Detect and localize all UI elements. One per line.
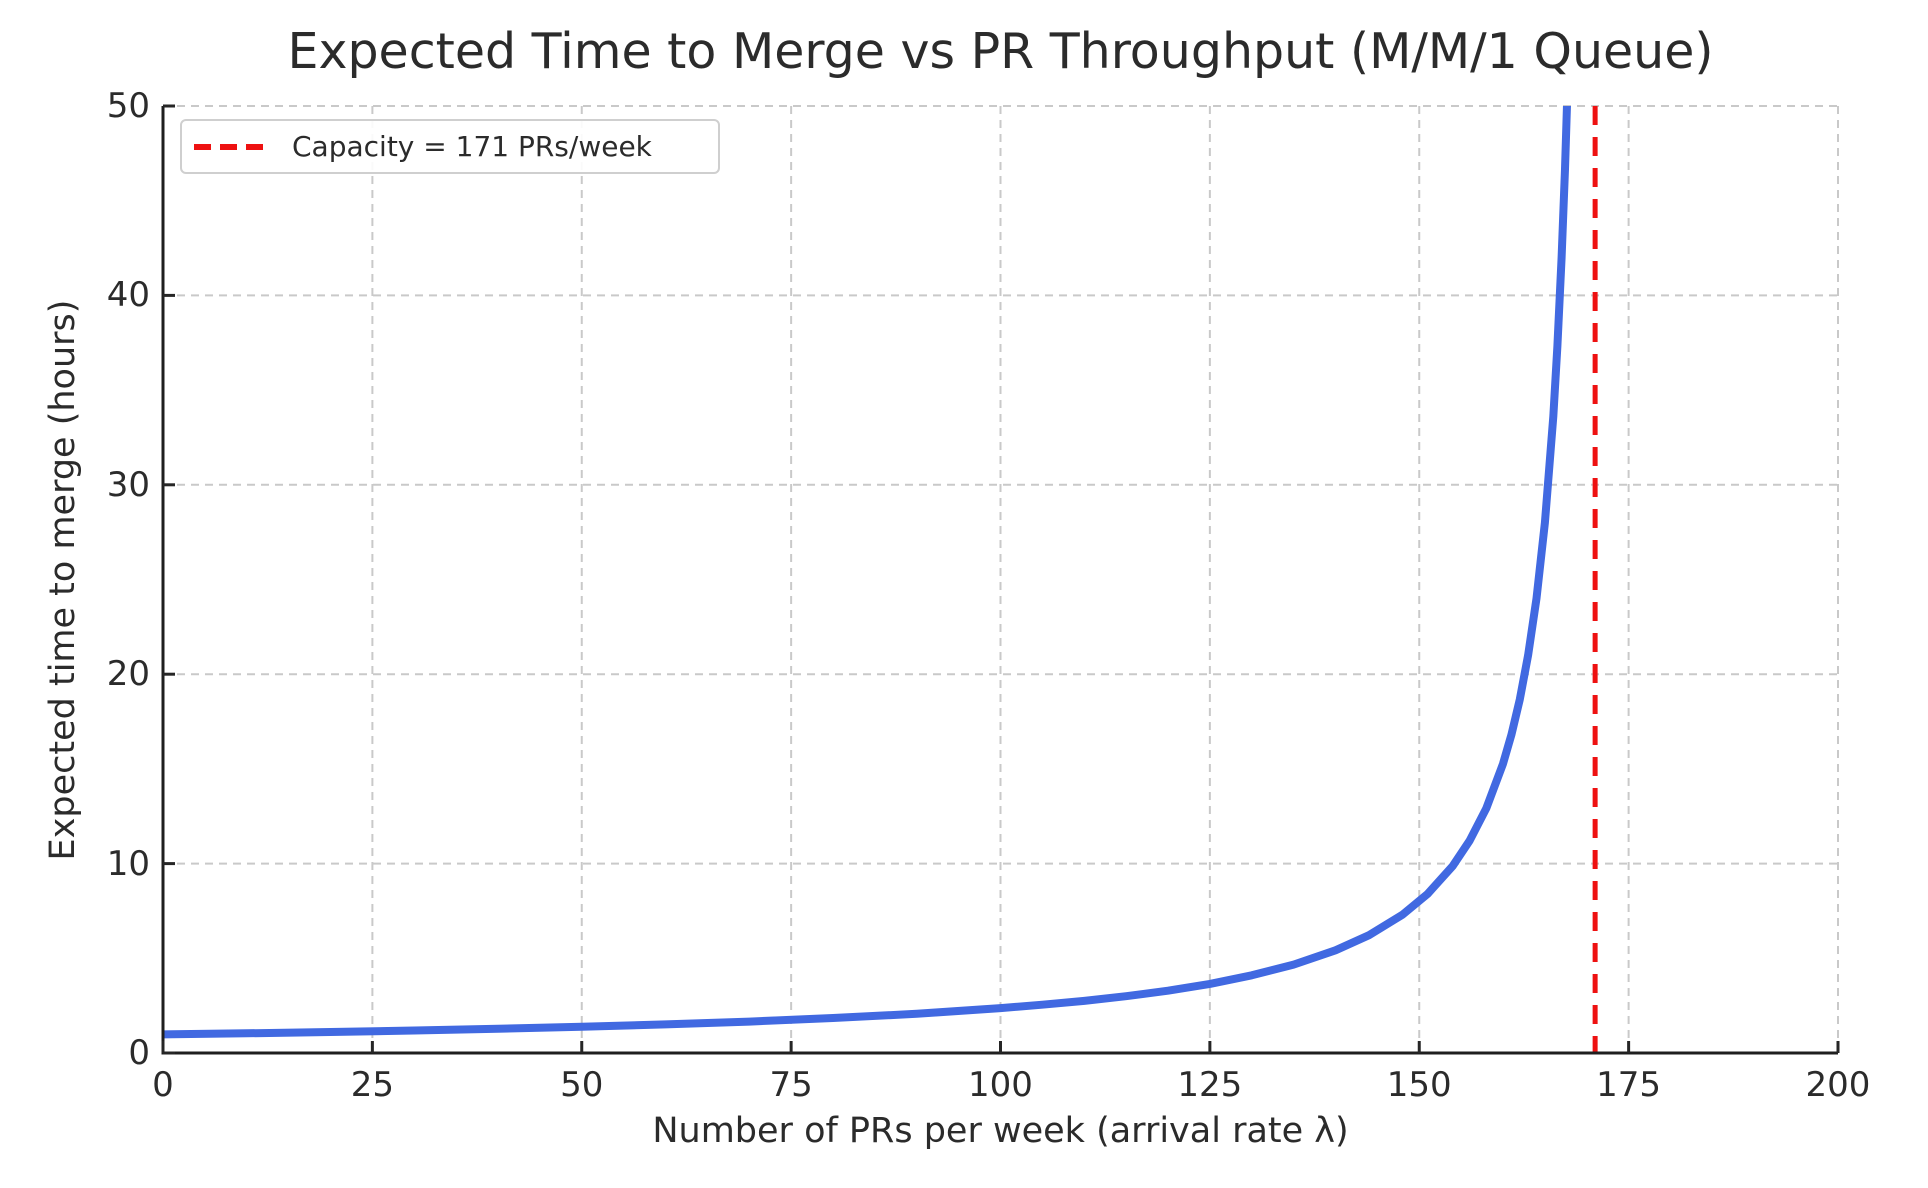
legend-label: Capacity = 171 PRs/week [292,130,652,163]
merge-time-curve [163,106,1571,1039]
y-axis-label: Expected time to merge (hours) [43,299,83,861]
capacity-dashed-line-swatch [194,143,266,150]
gridlines [163,105,1839,1053]
x-axis-label: Number of PRs per week (arrival rate λ) [652,1111,1349,1151]
legend: Capacity = 171 PRs/week [180,119,720,174]
tick-marks [161,104,1840,1055]
chart-title: Expected Time to Merge vs PR Throughput … [287,23,1714,80]
